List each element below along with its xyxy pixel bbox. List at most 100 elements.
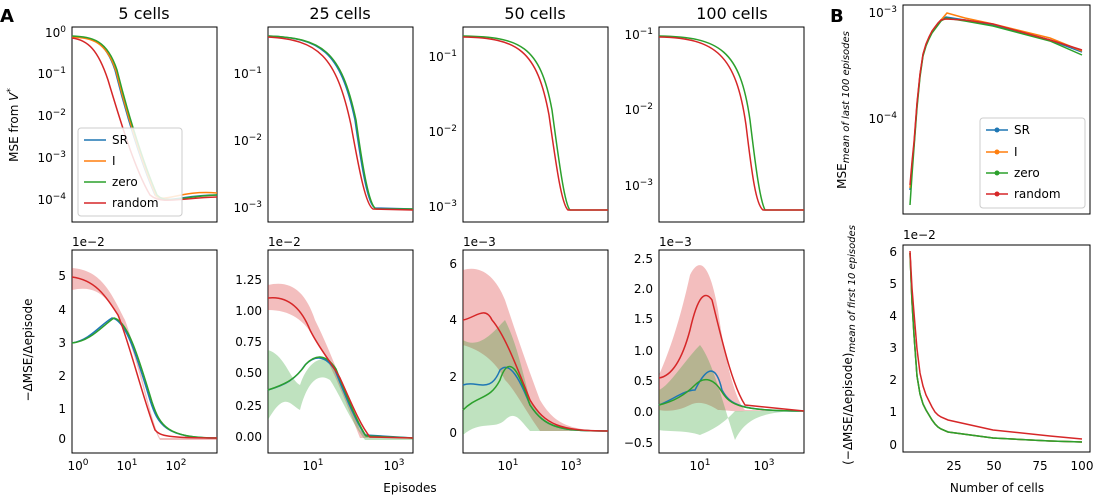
- svg-text:10−4: 10−4: [37, 192, 66, 207]
- svg-text:101: 101: [497, 458, 518, 473]
- panel-label-a: A: [0, 6, 14, 27]
- a3-curves: [462, 35, 608, 211]
- a8-xticks: 101 103: [689, 458, 774, 473]
- axes-a8: [658, 249, 805, 454]
- dmse-ylabel: −ΔMSE/Δepisode: [21, 299, 35, 402]
- a5-yticks: 5 4 3 2 1 0: [58, 269, 66, 446]
- episodes-xlabel: Episodes: [383, 481, 436, 495]
- panel-label-b: B: [830, 6, 844, 27]
- legend-b1: SR I zero random: [979, 117, 1086, 209]
- b1-curves: [909, 12, 1083, 206]
- a1-yticks: 100 10−1 10−2 10−3 10−4: [37, 25, 66, 207]
- legend-a1-random: random: [112, 196, 159, 210]
- svg-text:0: 0: [449, 426, 457, 440]
- svg-text:1.5: 1.5: [634, 312, 653, 326]
- svg-text:2.5: 2.5: [634, 252, 653, 266]
- a5-xticks: 100 101 102: [67, 458, 186, 473]
- svg-text:0.50: 0.50: [235, 366, 262, 380]
- svg-text:10−1: 10−1: [624, 27, 653, 42]
- svg-text:0.75: 0.75: [235, 335, 262, 349]
- legend-a1: SR I zero random: [77, 127, 183, 217]
- svg-text:3: 3: [58, 336, 66, 350]
- a8-yticks: 2.5 2.0 1.5 1.0 0.5 0.0 −0.5: [624, 252, 653, 450]
- svg-text:25: 25: [946, 459, 961, 473]
- svg-text:102: 102: [165, 458, 186, 473]
- svg-text:101: 101: [302, 458, 323, 473]
- svg-text:10−1: 10−1: [233, 66, 262, 81]
- title-5-cells: 5 cells: [118, 4, 169, 23]
- axes-a2: [267, 26, 414, 223]
- a7-yticks: 6 4 2 0: [449, 257, 457, 440]
- a6-yticks: 1.25 1.00 0.75 0.50 0.25 0.00: [235, 273, 262, 444]
- a3-yticks: 10−1 10−2 10−3: [428, 49, 457, 214]
- svg-text:1.0: 1.0: [634, 344, 653, 358]
- svg-text:2: 2: [889, 373, 897, 387]
- a4-yticks: 10−1 10−2 10−3: [624, 27, 653, 193]
- svg-text:2: 2: [58, 369, 66, 383]
- offset-a5: 1e−2: [72, 235, 105, 249]
- b2-ylabel: (−ΔMSE/Δepisode)mean of first 10 episode…: [841, 225, 858, 465]
- svg-text:6: 6: [889, 245, 897, 259]
- svg-text:10−2: 10−2: [37, 108, 66, 123]
- legend-b1-zero: zero: [1014, 166, 1040, 180]
- svg-text:10−3: 10−3: [428, 199, 457, 214]
- svg-text:103: 103: [560, 458, 581, 473]
- svg-text:50: 50: [986, 459, 1001, 473]
- svg-text:10−4: 10−4: [868, 111, 897, 126]
- svg-text:4: 4: [58, 303, 66, 317]
- b2-xticks: 25 50 75 100: [946, 459, 1093, 473]
- svg-text:0: 0: [889, 438, 897, 452]
- svg-text:10−3: 10−3: [624, 178, 653, 193]
- svg-text:5: 5: [889, 277, 897, 291]
- offset-a8: 1e−3: [659, 235, 692, 249]
- axes-a6: [267, 249, 414, 454]
- mse-ylabel: MSE from V*: [6, 88, 21, 162]
- svg-text:0.5: 0.5: [634, 374, 653, 388]
- legend-b1-sr: SR: [1014, 123, 1030, 137]
- a6-curves: [267, 283, 414, 440]
- svg-text:0: 0: [58, 432, 66, 446]
- axes-b2: [902, 244, 1091, 453]
- svg-text:100: 100: [1071, 459, 1094, 473]
- title-25-cells: 25 cells: [309, 4, 370, 23]
- axes-a5: [71, 249, 218, 454]
- svg-text:100: 100: [67, 458, 88, 473]
- a4-curves: [658, 35, 804, 211]
- svg-text:10−3: 10−3: [37, 150, 66, 165]
- svg-text:1.25: 1.25: [235, 273, 262, 287]
- svg-text:10−1: 10−1: [428, 49, 457, 64]
- svg-text:10−2: 10−2: [428, 124, 457, 139]
- svg-text:103: 103: [383, 458, 404, 473]
- svg-text:75: 75: [1032, 459, 1047, 473]
- offset-a6: 1e−2: [268, 235, 301, 249]
- svg-text:4: 4: [889, 309, 897, 323]
- a7-curves: [462, 268, 609, 435]
- svg-text:2.0: 2.0: [634, 282, 653, 296]
- svg-text:3: 3: [889, 341, 897, 355]
- svg-text:10−2: 10−2: [624, 102, 653, 117]
- svg-text:10−3: 10−3: [868, 5, 897, 20]
- title-100-cells: 100 cells: [696, 4, 768, 23]
- axes-a7: [462, 249, 609, 454]
- legend-b1-random: random: [1014, 187, 1061, 201]
- svg-text:10−1: 10−1: [37, 66, 66, 81]
- svg-text:101: 101: [689, 458, 710, 473]
- svg-text:101: 101: [116, 458, 137, 473]
- svg-text:4: 4: [449, 313, 457, 327]
- a5-curves: [71, 268, 218, 440]
- svg-text:1: 1: [58, 402, 66, 416]
- svg-text:100: 100: [45, 25, 66, 40]
- b1-yticks: 10−3 10−4: [868, 5, 897, 126]
- svg-text:1.00: 1.00: [235, 304, 262, 318]
- svg-text:10−3: 10−3: [233, 200, 262, 215]
- legend-a1-sr: SR: [112, 133, 128, 147]
- svg-text:103: 103: [753, 458, 774, 473]
- offset-a7: 1e−3: [463, 235, 496, 249]
- axes-b1: [902, 4, 1091, 215]
- svg-text:0.0: 0.0: [634, 405, 653, 419]
- axes-a4: [658, 26, 805, 223]
- b2-curves: [909, 250, 1083, 443]
- svg-text:6: 6: [449, 257, 457, 271]
- offset-b2: 1e−2: [903, 228, 936, 242]
